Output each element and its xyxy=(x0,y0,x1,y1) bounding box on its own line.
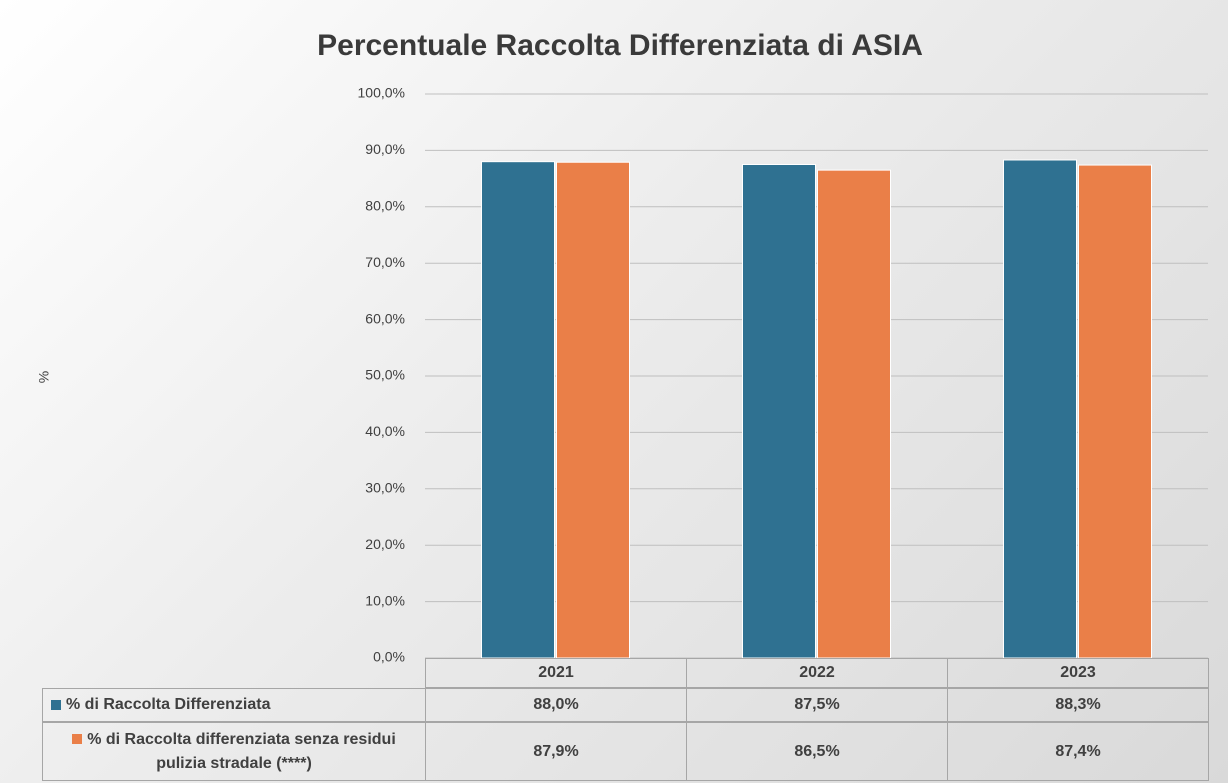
legend-label: % di Raccolta differenziata senza residu… xyxy=(87,730,396,772)
x-tick-label: 2022 xyxy=(686,658,948,688)
x-tick-label: 2021 xyxy=(425,658,687,688)
legend-entry: % di Raccolta Differenziata xyxy=(42,688,426,722)
chart-title: Percentuale Raccolta Differenziata di AS… xyxy=(317,29,923,62)
data-label: 87,9% xyxy=(425,722,687,781)
bar xyxy=(1078,164,1152,659)
bar xyxy=(1003,159,1077,659)
legend-label: % di Raccolta Differenziata xyxy=(66,696,271,713)
bar xyxy=(742,164,816,659)
data-label: 86,5% xyxy=(686,722,948,781)
y-tick-label: 70,0% xyxy=(365,254,405,270)
y-tick-label: 10,0% xyxy=(365,592,405,608)
y-tick-label: 40,0% xyxy=(365,423,405,439)
legend-key xyxy=(51,699,61,710)
y-tick-label: 20,0% xyxy=(365,536,405,552)
legend-key xyxy=(72,734,83,745)
data-label: 88,0% xyxy=(425,688,687,722)
bar xyxy=(817,169,891,659)
bar xyxy=(481,161,555,659)
data-label: 87,4% xyxy=(947,722,1209,781)
legend-item: % di Raccolta Differenziata xyxy=(51,693,271,717)
legend-entry: % di Raccolta differenziata senza residu… xyxy=(42,722,426,781)
y-tick-label: 0,0% xyxy=(373,649,405,665)
y-axis-label: % xyxy=(36,371,52,383)
y-tick-label: 50,0% xyxy=(365,367,405,383)
y-tick-label: 80,0% xyxy=(365,198,405,214)
y-tick-label: 30,0% xyxy=(365,480,405,496)
data-label: 87,5% xyxy=(686,688,948,722)
x-tick-label: 2023 xyxy=(947,658,1209,688)
bar xyxy=(556,161,630,659)
y-tick-label: 60,0% xyxy=(365,310,405,326)
data-label: 88,3% xyxy=(947,688,1209,722)
legend-item: % di Raccolta differenziata senza residu… xyxy=(51,728,417,776)
y-tick-label: 100,0% xyxy=(358,85,405,101)
y-tick-label: 90,0% xyxy=(365,141,405,157)
